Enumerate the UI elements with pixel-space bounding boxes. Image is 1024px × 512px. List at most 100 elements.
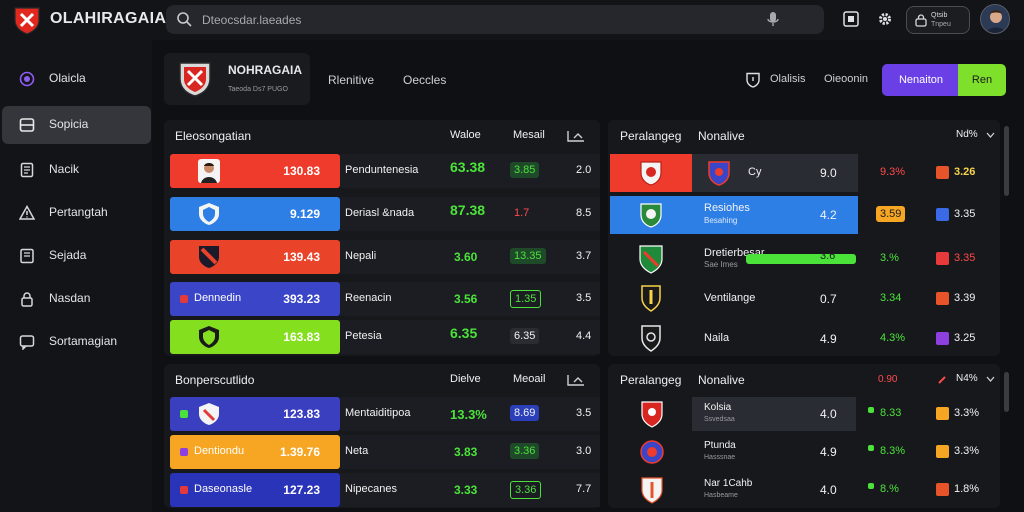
- chevron-down-icon[interactable]: [986, 376, 995, 382]
- table-row[interactable]: 130.83 Penduntenesia 63.38 3.85 2.0: [164, 154, 600, 188]
- panel-corner-label[interactable]: N4%: [956, 373, 978, 384]
- row-details: Mentaiditipoa 13.3% 8.69 3.5: [340, 397, 600, 431]
- table-row[interactable]: 139.43 Nepali 3.60 13.35 3.7: [164, 240, 600, 274]
- odds-tag[interactable]: 6.35: [510, 328, 540, 344]
- team-badge: 123.83: [170, 397, 340, 431]
- avatar[interactable]: [980, 4, 1010, 34]
- sidebar-item-sejada[interactable]: Sejada: [2, 237, 151, 275]
- odds-tag[interactable]: 3.36: [510, 481, 542, 499]
- table-row[interactable]: 9.129 Deriasl &nada 87.38 1.7 8.5: [164, 197, 600, 231]
- stat-value: 4.4: [576, 330, 592, 342]
- list-item[interactable]: Naila 4.9 4.3% 3.25: [608, 320, 1000, 354]
- table-row[interactable]: 123.83 Mentaiditipoa 13.3% 8.69 3.5: [164, 397, 600, 431]
- odds-tag[interactable]: 8.69: [510, 405, 540, 421]
- list-item[interactable]: Ventilange 0.7 3.34 3.39: [608, 280, 1000, 314]
- team-label: Dennedin: [194, 292, 242, 304]
- table-row[interactable]: 163.83 Petesia 6.35 6.35 4.4: [164, 320, 600, 354]
- panel-corner-label[interactable]: Nd%: [956, 129, 978, 140]
- shield-icon[interactable]: [746, 72, 760, 88]
- sort-icon[interactable]: [566, 374, 586, 386]
- sidebar-item-nasdan[interactable]: Nasdan: [2, 280, 151, 318]
- shield-crest-icon: [641, 285, 661, 312]
- lock-icon: [915, 14, 927, 27]
- list-item[interactable]: Dretierbesar Sae Imes 3.6 3.% 3.35: [608, 240, 1000, 274]
- player-portrait-icon: [198, 159, 220, 183]
- scrollbar[interactable]: [1004, 126, 1009, 196]
- sidebar-item-sopicia[interactable]: Sopicia: [2, 106, 151, 144]
- stat-value: 7.7: [576, 483, 592, 495]
- shield-crest-icon: [641, 477, 663, 504]
- column-header[interactable]: Waloe: [450, 129, 481, 141]
- row-details: Neta 3.83 3.36 3.0: [340, 435, 600, 469]
- team-badge: 130.83: [170, 154, 340, 188]
- odds-value[interactable]: 1.8%: [954, 483, 980, 495]
- column-header[interactable]: Meoail: [513, 373, 546, 385]
- team-name: Ptunda: [704, 440, 736, 451]
- row-details: Nar 1Cahb Hasbeame 4.0: [692, 473, 856, 507]
- row-details: Nipecanes 3.33 3.36 7.7: [340, 473, 600, 507]
- secondary-action-button[interactable]: Ren: [958, 64, 1006, 96]
- search-input[interactable]: [202, 9, 762, 30]
- shield-crest-icon: [639, 245, 663, 274]
- percent-change: 3.34: [880, 292, 902, 304]
- list-item[interactable]: Nar 1Cahb Hasbeame 4.0 8.% 1.8%: [608, 473, 1000, 507]
- odds-value[interactable]: 3.3%: [954, 407, 980, 419]
- nav-link-oeccles[interactable]: Oeccles: [403, 73, 447, 87]
- stat-value: 2.0: [576, 164, 592, 176]
- account-button[interactable]: Qtsib Tnpeu: [906, 6, 970, 34]
- table-row[interactable]: Daseonasle 127.23 Nipecanes 3.33 3.36 7.…: [164, 473, 600, 507]
- flag-icon: [180, 486, 188, 494]
- odds-value[interactable]: 3.35: [954, 208, 976, 220]
- list-item[interactable]: Ptunda Hasssnae 4.9 8.3% 3.3%: [608, 435, 1000, 469]
- panel-subtitle: Nonalive: [698, 373, 745, 387]
- sidebar-item-olaicla[interactable]: Olaicla: [2, 60, 151, 98]
- odds-value[interactable]: 3.35: [954, 252, 976, 264]
- sidebar: Olaicla Sopicia Nacik Pertangtah Sejada: [0, 40, 152, 512]
- stat-value: 63.38: [450, 159, 486, 175]
- column-header[interactable]: Dielve: [450, 373, 481, 385]
- table-row[interactable]: Dentiondu 1.39.76 Neta 3.83 3.36 3.0: [164, 435, 600, 469]
- gear-icon[interactable]: [876, 10, 894, 28]
- scrollbar[interactable]: [1004, 372, 1009, 412]
- chevron-down-icon[interactable]: [986, 132, 995, 138]
- team-color-block: [610, 196, 692, 234]
- primary-action-button[interactable]: Nenaiton: [882, 64, 960, 96]
- column-header[interactable]: Mesail: [513, 129, 545, 141]
- nav-link-rlenitive[interactable]: Rlenitive: [328, 73, 375, 87]
- odds-tag[interactable]: 1.35: [510, 290, 542, 308]
- sort-icon[interactable]: [566, 130, 586, 142]
- book-icon: [20, 162, 34, 178]
- odds-tag[interactable]: 3.85: [510, 162, 540, 178]
- odds-value[interactable]: 3.39: [954, 292, 976, 304]
- app-logo[interactable]: [12, 5, 42, 35]
- search-bar[interactable]: [166, 5, 824, 34]
- sidebar-item-nacik[interactable]: Nacik: [2, 151, 151, 189]
- flag-icon: [868, 407, 874, 413]
- stat-value: 8.5: [576, 207, 592, 219]
- shield-crest-icon: [199, 246, 219, 268]
- odds-tag[interactable]: 1.7: [514, 207, 530, 219]
- sidebar-item-pertangtah[interactable]: Pertangtah: [2, 194, 151, 232]
- sidebar-item-sortamagian[interactable]: Sortamagian: [2, 323, 151, 361]
- mic-icon[interactable]: [766, 11, 780, 27]
- team-header-card[interactable]: NOHRAGAIA Taeoda Ds7 PUGO: [164, 53, 310, 105]
- box-icon[interactable]: [842, 10, 860, 28]
- odds-value[interactable]: 3.3%: [954, 445, 980, 457]
- list-item[interactable]: Kolsia Ssvedsaa 4.0 8.33 3.3%: [608, 397, 1000, 431]
- team-name: Neta: [345, 445, 369, 457]
- team-sub: Hasbeame: [704, 492, 738, 499]
- shield-crest-icon: [640, 440, 664, 464]
- team-name: Penduntenesia: [345, 164, 419, 176]
- list-item[interactable]: Resiohes Besahing 4.2 3.59 3.35: [608, 196, 1000, 234]
- header-label-oieoonin[interactable]: Oieoonin: [824, 73, 869, 85]
- odds-tag[interactable]: 3.36: [510, 443, 540, 459]
- odds-value[interactable]: 3.25: [954, 332, 976, 344]
- odds-tag[interactable]: 13.35: [510, 248, 546, 264]
- odds-value[interactable]: 3.26: [954, 166, 976, 178]
- list-item[interactable]: Cy 9.0 9.3% 3.26: [608, 154, 1000, 192]
- shield-crest-icon: [641, 325, 661, 352]
- team-value: 4.9: [820, 332, 837, 346]
- header-label-olalisis[interactable]: Olalisis: [770, 73, 806, 85]
- table-row[interactable]: Dennedin 393.23 Reenacin 3.56 1.35 3.5: [164, 282, 600, 316]
- team-sub: Ssvedsaa: [704, 416, 735, 423]
